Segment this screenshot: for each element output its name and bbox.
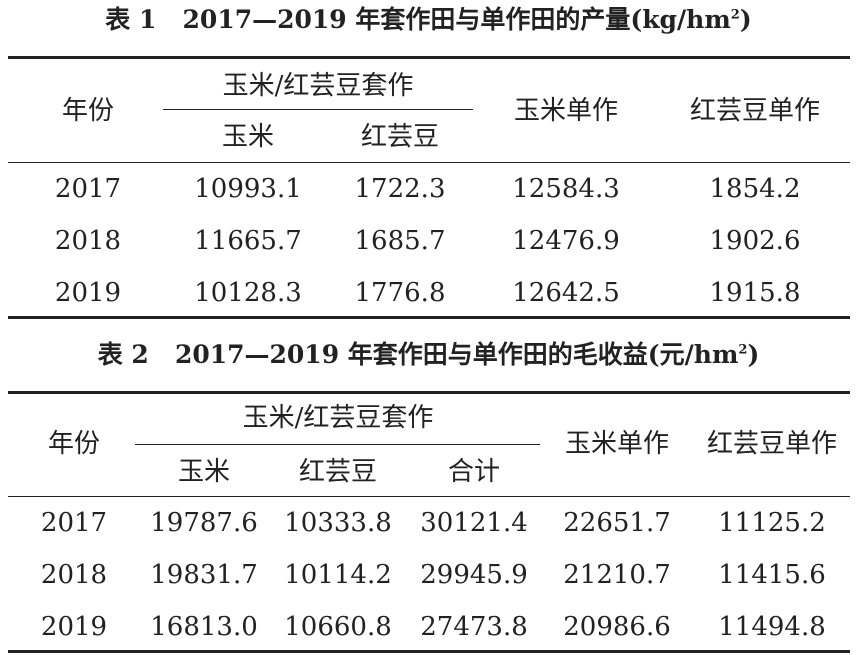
table2-cell: 11125.2	[718, 508, 826, 538]
table2-header-rule	[8, 496, 850, 497]
table2-cell: 16813.0	[150, 612, 258, 642]
table2-cell: 20986.6	[563, 612, 671, 642]
table1-title-sup: 2	[730, 7, 740, 23]
table2-cell: 11494.8	[718, 612, 826, 642]
table2-cell: 10114.2	[284, 560, 392, 590]
table2-cell: 27473.8	[420, 612, 528, 642]
table1-header-sub-corn: 玉米	[221, 122, 275, 152]
table2-cell: 11415.6	[718, 560, 826, 590]
table2-header-sub-total: 合计	[447, 457, 501, 487]
table2-header-mono-corn: 玉米单作	[564, 429, 670, 459]
table1-label: 表 1	[105, 5, 157, 34]
table1-cell: 1902.6	[709, 226, 801, 256]
table1-header-sub-bean: 红芸豆	[360, 122, 440, 152]
table2-title: 表 2 2017—2019 年套作田与单作田的毛收益(元/hm2)	[0, 339, 857, 371]
table1-header-rule	[8, 162, 850, 163]
table1-title-end: )	[739, 5, 752, 34]
table1-top-rule	[8, 56, 850, 59]
table2-title-text: 2017—2019 年套作田与单作田的毛收益(元/hm	[174, 340, 739, 369]
table1-cell: 12584.3	[512, 174, 620, 204]
table2-header-year: 年份	[47, 429, 101, 459]
table2-cell: 10333.8	[284, 508, 392, 538]
table2-cell: 21210.7	[563, 560, 671, 590]
table1-cell: 1776.8	[354, 278, 446, 308]
table2-top-rule	[8, 391, 850, 394]
table2-header-sub-corn: 玉米	[177, 457, 231, 487]
table2-cell: 19787.6	[150, 508, 258, 538]
table2-cell: 22651.7	[563, 508, 671, 538]
table1-cell: 2017	[54, 174, 122, 204]
table1-title: 表 1 2017—2019 年套作田与单作田的产量(kg/hm2)	[0, 4, 857, 36]
table1-cell: 10128.3	[194, 278, 302, 308]
table1-header-intercrop: 玉米/红芸豆套作	[222, 71, 414, 101]
table2-cell: 2019	[40, 612, 108, 642]
table1-cell: 1854.2	[709, 174, 801, 204]
table2-cell: 10660.8	[284, 612, 392, 642]
table2-label: 表 2	[97, 340, 149, 369]
table2-cell: 19831.7	[150, 560, 258, 590]
table1-title-text: 2017—2019 年套作田与单作田的产量(kg/hm	[182, 5, 731, 34]
table1-header-mono-bean: 红芸豆单作	[689, 96, 821, 126]
table2-cell: 29945.9	[420, 560, 528, 590]
table2-bottom-rule	[8, 650, 850, 653]
table2-cell: 2018	[40, 560, 108, 590]
table1-cell: 10993.1	[194, 174, 302, 204]
table1-cell: 11665.7	[194, 226, 302, 256]
table2-title-sup: 2	[738, 342, 748, 358]
table2-cell: 2017	[40, 508, 108, 538]
table1-cell: 2019	[54, 278, 122, 308]
table1-header-mono-corn: 玉米单作	[513, 96, 619, 126]
table2-group-rule	[135, 444, 540, 445]
table2-title-end: )	[747, 340, 760, 369]
table1-cell: 1722.3	[354, 174, 446, 204]
table1-header-year: 年份	[61, 96, 115, 126]
table1-cell: 12642.5	[512, 278, 620, 308]
table2-header-sub-bean: 红芸豆	[298, 457, 378, 487]
table2-cell: 30121.4	[420, 508, 528, 538]
table2-header-mono-bean: 红芸豆单作	[706, 429, 838, 459]
table2-header-intercrop: 玉米/红芸豆套作	[242, 403, 434, 433]
table1-cell: 2018	[54, 226, 122, 256]
table1-cell: 1915.8	[709, 278, 801, 308]
table1-group-rule	[163, 109, 473, 110]
table1-bottom-rule	[8, 316, 850, 319]
table1-cell: 1685.7	[354, 226, 446, 256]
table1-cell: 12476.9	[512, 226, 620, 256]
